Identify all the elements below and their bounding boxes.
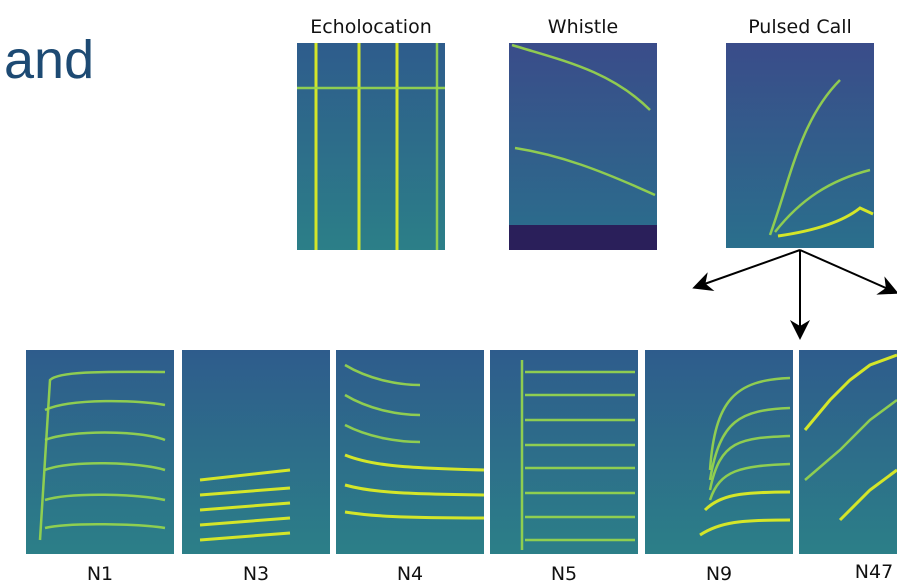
panel-label: N9: [706, 563, 732, 584]
n47-panel: [799, 350, 897, 554]
panel-label: N4: [397, 563, 423, 584]
panel-label: N1: [87, 563, 113, 584]
panel-label: Whistle: [548, 16, 618, 38]
arrows: [692, 249, 897, 340]
panel-label: N47: [855, 561, 893, 583]
panel-label: Pulsed Call: [748, 16, 852, 38]
echolocation-panel: [297, 43, 445, 250]
n4-panel: [336, 350, 485, 554]
n1-panel: [26, 350, 174, 554]
n5-panel: [490, 350, 638, 554]
title: and: [4, 30, 94, 90]
pulsed-call-panel: [726, 43, 874, 248]
n9-panel: [645, 350, 793, 554]
panel-label: N3: [243, 563, 269, 584]
panel-label: N5: [551, 563, 577, 584]
whistle-panel: [509, 43, 657, 250]
n3-panel: [182, 350, 330, 554]
panel-label: Echolocation: [310, 16, 432, 38]
